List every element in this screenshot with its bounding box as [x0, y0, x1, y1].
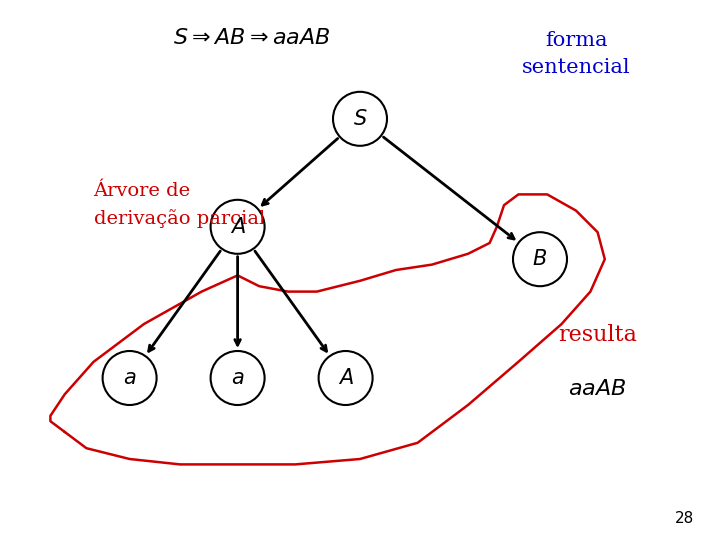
- Text: $a$: $a$: [123, 368, 136, 388]
- Text: $aaAB$: $aaAB$: [568, 378, 627, 400]
- Text: Árvore de
derivação parcial: Árvore de derivação parcial: [94, 182, 265, 228]
- Text: $S$: $S$: [353, 109, 367, 129]
- Text: $S \Rightarrow AB \Rightarrow aaAB$: $S \Rightarrow AB \Rightarrow aaAB$: [174, 27, 330, 49]
- Text: 28: 28: [675, 511, 693, 526]
- Text: resulta: resulta: [558, 324, 637, 346]
- Text: forma
sentencial: forma sentencial: [522, 31, 630, 77]
- Text: $A$: $A$: [230, 217, 246, 237]
- Text: $a$: $a$: [231, 368, 244, 388]
- Text: $A$: $A$: [338, 368, 354, 388]
- Text: $B$: $B$: [533, 249, 547, 269]
